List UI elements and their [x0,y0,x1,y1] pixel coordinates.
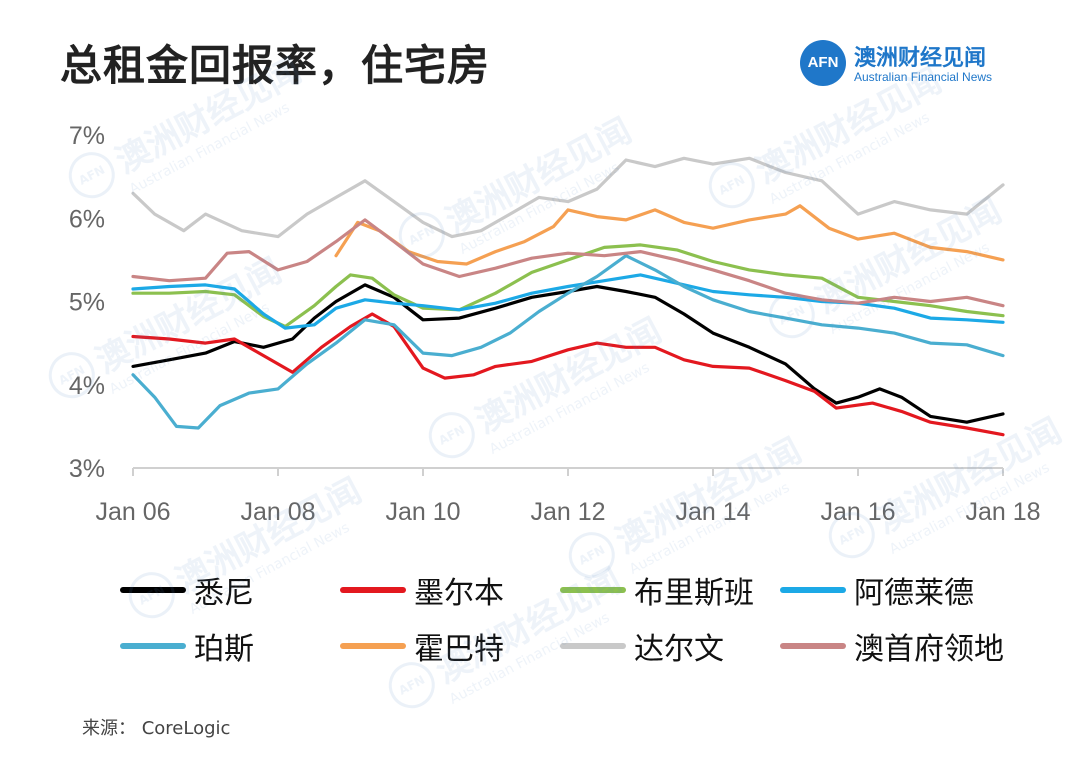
legend-item: 霍巴特 [340,626,504,667]
afn-logo-name-cn: 澳洲财经见闻 [854,46,987,71]
afn-logo-name-en: Australian Financial News [854,70,993,84]
legend-label: 墨尔本 [414,576,504,611]
y-tick-label: 3% [69,455,105,483]
legend-swatch [780,587,846,593]
x-tick-label: Jan 10 [385,498,460,526]
legend-swatch [340,643,406,649]
series-line-5 [131,254,1005,430]
y-tick-label: 6% [69,205,105,233]
legend-swatch [340,587,406,593]
legend-item: 悉尼 [120,570,254,611]
legend-label: 布里斯班 [634,576,754,611]
y-tick-label: 7% [69,122,105,150]
x-tick-label: Jan 16 [820,498,895,526]
legend-swatch [560,587,626,593]
legend-label: 悉尼 [194,576,254,611]
x-tick-label: Jan 06 [95,498,170,526]
legend-swatch [120,587,186,593]
x-tick-label: Jan 08 [240,498,315,526]
source-note: 来源： CoreLogic [82,718,231,739]
chart-legend: 悉尼 墨尔本 布里斯班 阿德莱德珀斯 霍巴特 达尔文 澳首府领地 [0,560,1080,680]
legend-item: 墨尔本 [340,570,504,611]
legend-item: 澳首府领地 [780,626,1004,667]
line-chart: 3% 4% 5% 6% 7% Jan 06 Jan 08 Jan 10 Jan 12 Jan 14… [69,122,1041,526]
series-line-8 [131,218,1005,308]
legend-item: 布里斯班 [560,570,754,611]
series-line-2 [131,312,1005,437]
legend-label: 阿德莱德 [854,576,974,611]
series-line-6 [334,204,1005,266]
legend-item: 达尔文 [560,626,724,667]
afn-logo-icon: AFN [800,40,846,86]
afn-logo: AFN 澳洲财经见闻 Australian Financial News [800,40,1010,96]
legend-swatch [560,643,626,649]
x-tick-label: Jan 12 [530,498,605,526]
x-tick-label: Jan 18 [965,498,1040,526]
legend-item: 珀斯 [120,626,254,667]
x-tick-label: Jan 14 [675,498,750,526]
legend-item: 阿德莱德 [780,570,974,611]
legend-label: 澳首府领地 [854,632,1004,667]
chart-title: 总租金回报率，住宅房 [60,41,491,90]
y-tick-label: 5% [69,289,105,317]
y-tick-label: 4% [69,372,105,400]
legend-swatch [780,643,846,649]
legend-swatch [120,643,186,649]
series-line-7 [131,156,1005,239]
legend-label: 珀斯 [194,632,254,667]
legend-label: 达尔文 [634,632,724,667]
series-line-1 [131,283,1005,424]
legend-label: 霍巴特 [414,632,504,667]
